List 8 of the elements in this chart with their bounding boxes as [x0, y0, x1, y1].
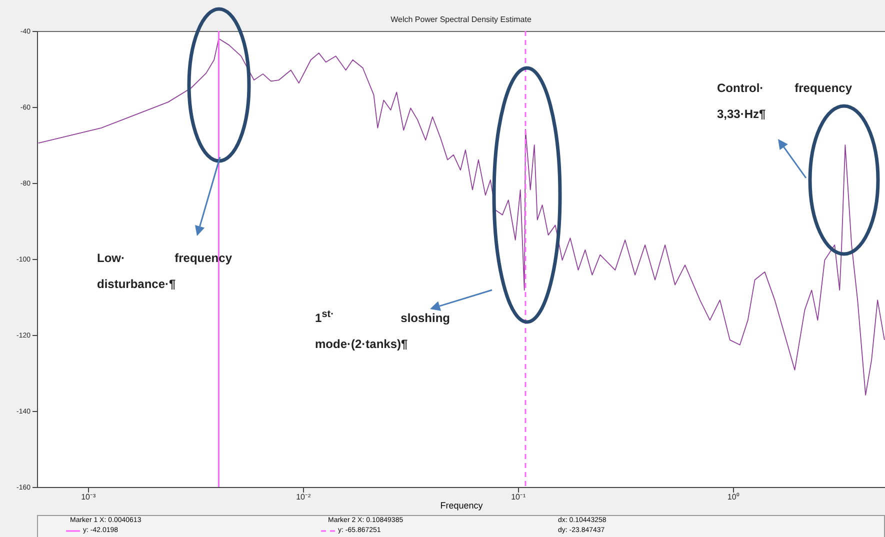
x-tick-label: 10⁻¹	[511, 492, 526, 502]
x-tick-label: 10⁰	[727, 492, 740, 502]
x-tick-label: 10⁻³	[81, 492, 96, 502]
x-tick-label: 10⁻²	[296, 492, 311, 502]
x-axis-title: Frequency	[440, 500, 484, 510]
text: 1$^{st·}$ sloshing mode·(2·tanks)¶	[315, 309, 450, 351]
chart-title: Welch Power Spectral Density Estimate	[390, 15, 532, 24]
annotation: Control· frequency 3,33·Hz¶	[717, 80, 852, 123]
